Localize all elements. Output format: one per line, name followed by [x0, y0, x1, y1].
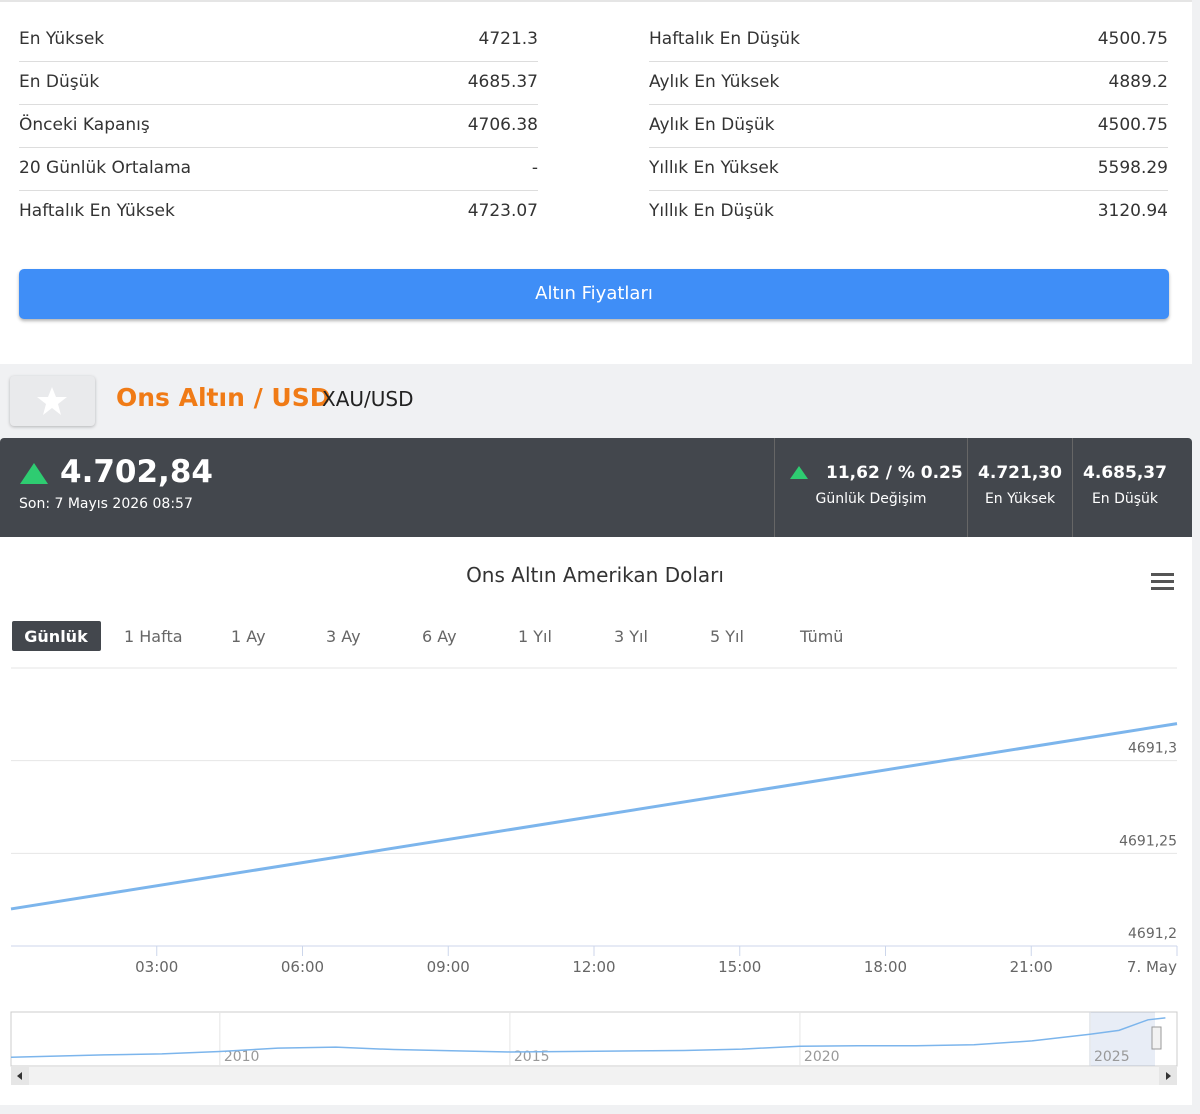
- x-tick-label: 09:00: [427, 958, 470, 976]
- stat-row: En Düşük 4685.37: [19, 62, 538, 105]
- stat-value: 3120.94: [1097, 201, 1168, 221]
- range-button[interactable]: Tümü: [799, 627, 843, 646]
- menu-icon[interactable]: [1151, 573, 1174, 590]
- stat-row: Aylık En Yüksek 4889.2: [649, 62, 1168, 105]
- x-tick-label: 15:00: [718, 958, 761, 976]
- stat-label: Önceki Kapanış: [19, 115, 150, 135]
- stat-row: Haftalık En Yüksek 4723.07: [19, 191, 538, 233]
- stat-label: Aylık En Düşük: [649, 115, 775, 135]
- price-line: [10, 722, 1178, 911]
- stat-row: Yıllık En Yüksek 5598.29: [649, 148, 1168, 191]
- gold-prices-button[interactable]: Altın Fiyatları: [19, 269, 1169, 319]
- stat-label: Yıllık En Yüksek: [649, 158, 779, 178]
- navigator-tick-label: 2025: [1094, 1049, 1130, 1065]
- range-button[interactable]: 1 Ay: [231, 627, 266, 646]
- y-tick-label: 4691,2: [1128, 926, 1177, 942]
- navigator-tick-label: 2010: [224, 1049, 260, 1065]
- y-tick-label: 4691,25: [1119, 833, 1177, 849]
- low-label: En Düşük: [1091, 491, 1159, 507]
- stat-label: En Yüksek: [19, 29, 105, 49]
- stat-label: En Düşük: [19, 72, 100, 92]
- range-button[interactable]: 3 Yıl: [614, 627, 648, 646]
- low: 4.685,37: [1083, 463, 1167, 483]
- stat-label: 20 Günlük Ortalama: [19, 158, 192, 178]
- daily-change: 11,62 / % 0.25: [826, 463, 963, 483]
- last-price: 4.702,84: [60, 454, 213, 490]
- x-tick-label: 7. May: [1127, 958, 1177, 976]
- x-tick-label: 18:00: [864, 958, 907, 976]
- navigator-tick-label: 2015: [514, 1049, 550, 1065]
- range-button[interactable]: 1 Hafta: [124, 627, 183, 646]
- stat-label: Yıllık En Düşük: [649, 201, 774, 221]
- stat-row: En Yüksek 4721.3: [19, 19, 538, 62]
- navigator-tick-label: 2020: [804, 1049, 840, 1065]
- chart-title: Ons Altın Amerikan Doları: [466, 563, 724, 587]
- chart: Ons Altın Amerikan Doları Günlük 1 Hafta 1…: [10, 563, 1178, 1085]
- instrument-symbol: XAU/USD: [322, 387, 414, 411]
- stat-row: Yıllık En Düşük 3120.94: [649, 191, 1168, 233]
- favorite-button[interactable]: [10, 376, 95, 426]
- high-label: En Yüksek: [984, 491, 1056, 507]
- stat-value: 4889.2: [1108, 72, 1168, 92]
- stat-value: 4723.07: [467, 201, 538, 221]
- price-bar: 4.702,84 Son: 7 Mayıs 2026 08:57 11,62 /…: [0, 438, 1192, 537]
- stat-row: 20 Günlük Ortalama -: [19, 148, 538, 191]
- x-tick-label: 03:00: [135, 958, 178, 976]
- range-button-bg: [12, 621, 101, 651]
- stat-value: 4500.75: [1097, 29, 1168, 49]
- range-button[interactable]: 5 Yıl: [710, 627, 744, 646]
- up-arrow: [20, 463, 48, 484]
- stat-value: 4721.3: [478, 29, 538, 49]
- y-tick-label: 4691,3: [1128, 741, 1177, 757]
- x-tick-label: 21:00: [1010, 958, 1053, 976]
- navigator-line: [10, 1017, 1166, 1058]
- stat-value: 4500.75: [1097, 115, 1168, 135]
- stat-label: Haftalık En Düşük: [649, 29, 800, 49]
- range-button[interactable]: 6 Ay: [422, 627, 457, 646]
- high: 4.721,30: [978, 463, 1062, 483]
- stat-row: Önceki Kapanış 4706.38: [19, 105, 538, 148]
- star-icon: [37, 387, 67, 415]
- stat-value: 5598.29: [1097, 158, 1168, 178]
- last-time: Son: 7 Mayıs 2026 08:57: [19, 496, 193, 512]
- stat-value: 4685.37: [467, 72, 538, 92]
- x-tick-label: 06:00: [281, 958, 324, 976]
- stat-label: Haftalık En Yüksek: [19, 201, 175, 221]
- range-button[interactable]: Günlük: [24, 627, 88, 646]
- stat-row: Aylık En Düşük 4500.75: [649, 105, 1168, 148]
- stat-value: 4706.38: [467, 115, 538, 135]
- range-button[interactable]: 1 Yıl: [518, 627, 552, 646]
- stat-label: Aylık En Yüksek: [649, 72, 780, 92]
- x-tick-label: 12:00: [572, 958, 615, 976]
- stat-value: -: [531, 158, 538, 178]
- daily-change-label: Günlük Değişim: [815, 491, 927, 507]
- up-arrow-small: [790, 466, 808, 479]
- range-button[interactable]: 3 Ay: [326, 627, 361, 646]
- stat-row: Haftalık En Düşük 4500.75: [649, 19, 1168, 62]
- chart-area: Ons Altın Amerikan Doları Günlük 1 Hafta 1…: [0, 537, 1192, 1105]
- instrument-title: Ons Altın / USD: [116, 383, 331, 412]
